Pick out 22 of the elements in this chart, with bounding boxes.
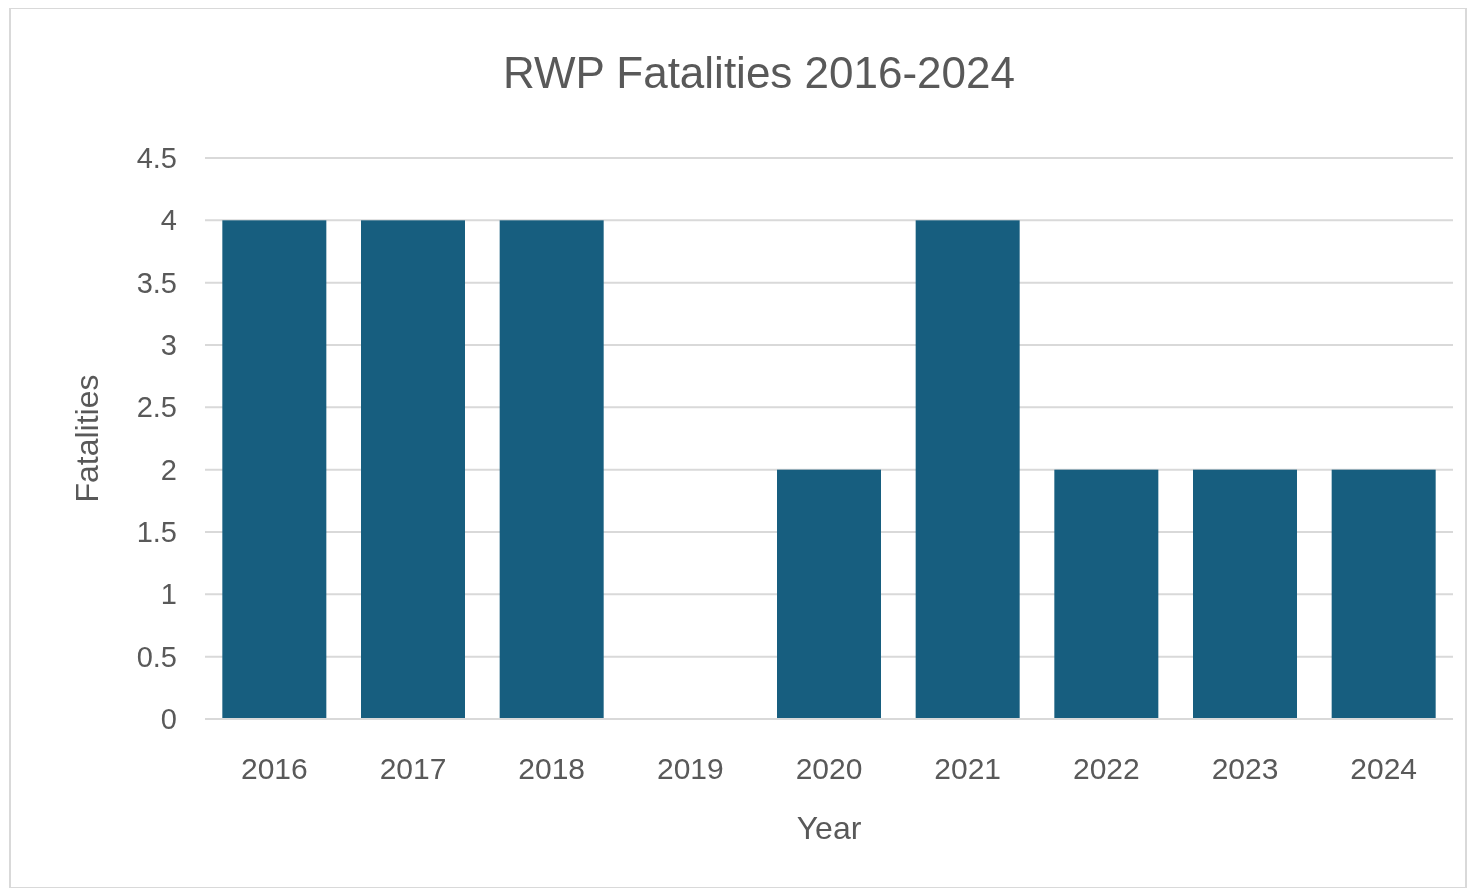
x-tick-label: 2020 xyxy=(795,752,863,785)
x-tick-label: 2019 xyxy=(656,752,724,785)
y-tick-label: 2 xyxy=(160,453,177,486)
x-axis-title: Year xyxy=(796,810,862,846)
x-tick-label: 2022 xyxy=(1072,752,1140,785)
chart-title: RWP Fatalities 2016-2024 xyxy=(503,48,1015,97)
x-tick-label: 2024 xyxy=(1350,752,1418,785)
x-tick-label: 2018 xyxy=(518,752,586,785)
y-tick-label: 3 xyxy=(160,329,177,362)
y-tick-label: 0.5 xyxy=(136,640,177,673)
y-axis-title: Fatalities xyxy=(69,374,105,503)
y-tick-label: 1.5 xyxy=(136,516,177,549)
y-tick-label: 2.5 xyxy=(136,391,177,424)
y-tick-label: 4 xyxy=(160,204,177,237)
x-tick-label: 2021 xyxy=(934,752,1002,785)
y-tick-label: 0 xyxy=(160,703,177,736)
x-tick-label: 2016 xyxy=(240,752,308,785)
y-tick-label: 4.5 xyxy=(136,142,177,175)
y-tick-label: 3.5 xyxy=(136,266,177,299)
x-tick-label: 2017 xyxy=(379,752,447,785)
x-tick-label: 2023 xyxy=(1211,752,1279,785)
y-tick-label: 1 xyxy=(160,578,177,611)
